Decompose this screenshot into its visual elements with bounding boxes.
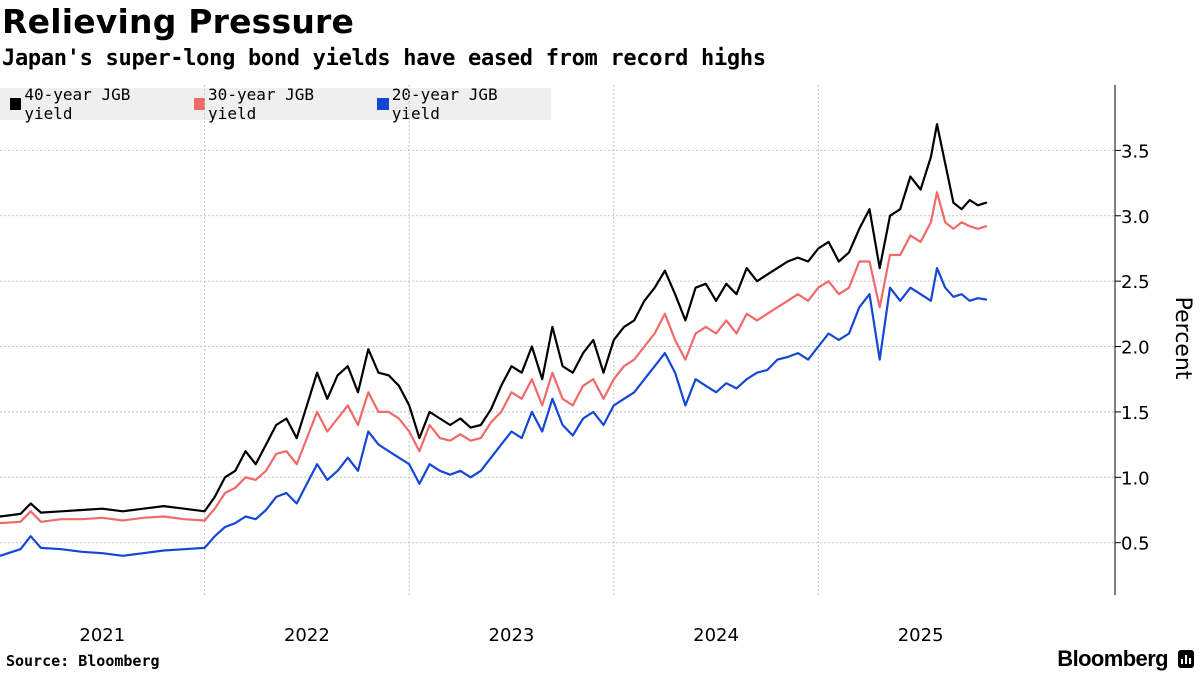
legend-swatch-30y	[193, 98, 206, 110]
brand-logo: Bloomberg	[1057, 646, 1168, 671]
legend: 40-year JGB yield 30-year JGB yield 20-y…	[0, 85, 551, 123]
grid-layer	[0, 85, 1115, 595]
legend-item-20y: 20-year JGB yield	[377, 85, 547, 123]
x-tick-label: 2021	[79, 625, 125, 646]
chart-title: Relieving Pressure	[2, 2, 355, 41]
y-tick-label: 1.5	[1121, 403, 1150, 424]
y-axis-title: Percent	[1170, 297, 1195, 380]
legend-label-40y: 40-year JGB yield	[24, 85, 131, 123]
y-tick-label: 2.5	[1121, 272, 1150, 293]
x-tick-label: 2023	[489, 625, 535, 646]
x-tick-label: 2024	[693, 625, 739, 646]
legend-label-30y: 30-year JGB yield	[208, 85, 315, 123]
source-note: Source: Bloomberg	[6, 652, 160, 670]
legend-label-20y: 20-year JGB yield	[391, 85, 498, 123]
axis-layer: 0.5 1.0 1.5 2.0 2.5 3.0 3.5 2021 2022 2023 2024 202…	[79, 85, 1195, 646]
y-tick-label: 1.0	[1121, 468, 1150, 489]
x-tick-label: 2025	[898, 625, 944, 646]
chart-subtitle: Japan's super-long bond yields have ease…	[2, 46, 766, 71]
series-layer	[0, 123, 988, 557]
x-tick-label: 2022	[284, 625, 330, 646]
series-line-2	[0, 267, 988, 557]
legend-item-30y: 30-year JGB yield	[193, 85, 364, 123]
legend-swatch-40y	[10, 98, 22, 110]
y-tick-label: 0.5	[1121, 534, 1150, 555]
legend-swatch-20y	[377, 98, 389, 110]
legend-item-40y: 40-year JGB yield	[10, 85, 180, 123]
y-tick-label: 3.5	[1121, 141, 1150, 162]
y-tick-label: 2.0	[1121, 338, 1150, 359]
y-tick-label: 3.0	[1121, 207, 1150, 228]
bloomberg-chart-icon	[1178, 650, 1194, 668]
series-line-1	[0, 191, 988, 525]
series-line-0	[0, 123, 988, 518]
